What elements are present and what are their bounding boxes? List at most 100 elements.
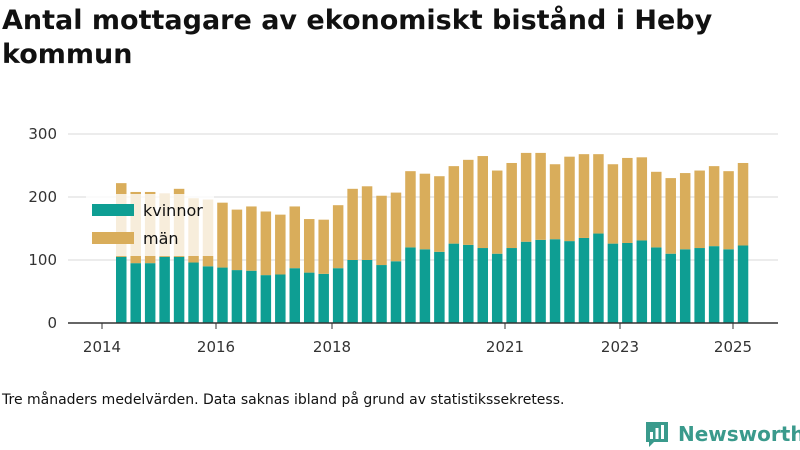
- bar-man: [593, 154, 604, 234]
- x-tick-label: 2014: [83, 338, 121, 356]
- bar-kvinnor: [622, 242, 633, 323]
- bar-man: [419, 173, 431, 250]
- bar-kvinnor: [159, 256, 170, 323]
- x-tick-label: 2025: [714, 338, 752, 356]
- bar-kvinnor: [491, 253, 503, 323]
- bar-man: [622, 157, 633, 243]
- bar-kvinnor: [607, 243, 619, 323]
- bar-man: [549, 164, 561, 240]
- bar-man: [231, 209, 243, 271]
- bar-man: [607, 164, 619, 244]
- x-tick-label: 2023: [601, 338, 639, 356]
- bar-kvinnor: [318, 273, 329, 323]
- bar-man: [289, 206, 301, 269]
- bar-man: [246, 206, 257, 271]
- footnote: Tre månaders medelvärden. Data saknas ib…: [2, 392, 565, 408]
- bar-man: [347, 188, 358, 260]
- bar-kvinnor: [405, 247, 416, 323]
- x-tick-label: 2021: [486, 338, 524, 356]
- y-tick-label: 300: [28, 125, 57, 143]
- bar-man: [708, 166, 720, 247]
- bar-man: [477, 156, 488, 249]
- bar-kvinnor: [202, 266, 214, 323]
- bar-man: [260, 211, 272, 276]
- bar-chart-logo-icon: [646, 422, 668, 447]
- legend: kvinnor män: [86, 194, 214, 256]
- bar-kvinnor: [144, 263, 156, 323]
- bar-man: [651, 171, 662, 248]
- bar-man: [448, 166, 460, 244]
- legend-swatch-man: [92, 232, 134, 244]
- bar-kvinnor: [665, 253, 676, 323]
- legend-swatch-kvinnor: [92, 204, 134, 216]
- bar-man: [463, 159, 474, 245]
- bar-kvinnor: [130, 263, 141, 323]
- bar-kvinnor: [578, 237, 590, 323]
- axes: 0 100 200 300 2014 2016 2018 2021 2023 2025: [28, 125, 778, 356]
- bar-kvinnor: [651, 247, 662, 323]
- y-tick-label: 0: [47, 314, 57, 332]
- bar-kvinnor: [593, 233, 604, 323]
- bar-kvinnor: [260, 275, 272, 323]
- bar-kvinnor: [332, 268, 344, 323]
- bar-kvinnor: [448, 243, 460, 323]
- bar-kvinnor: [636, 240, 648, 323]
- y-tick-label: 100: [28, 251, 57, 269]
- bar-man: [318, 219, 329, 274]
- x-tick-label: 2018: [313, 338, 351, 356]
- bar-kvinnor: [520, 241, 532, 323]
- bar-kvinnor: [188, 262, 199, 323]
- bar-man: [520, 152, 532, 242]
- bar-man: [390, 192, 402, 262]
- bar-kvinnor: [303, 272, 315, 323]
- bar-man: [303, 219, 315, 273]
- bar-kvinnor: [434, 251, 445, 323]
- bar-man: [332, 205, 344, 269]
- bar-kvinnor: [549, 239, 561, 323]
- bar-man: [694, 170, 705, 249]
- bar-kvinnor: [419, 249, 431, 323]
- bar-kvinnor: [679, 249, 691, 323]
- bar-kvinnor: [737, 245, 749, 323]
- bar-man: [737, 162, 749, 246]
- bar-man: [723, 171, 734, 250]
- bar-man: [491, 170, 503, 254]
- bar-man: [564, 156, 575, 242]
- bar-kvinnor: [217, 267, 228, 323]
- bar-man: [636, 157, 648, 241]
- legend-label-man: män: [143, 229, 179, 248]
- newsworthy-logo[interactable]: Newsworthy: [644, 420, 800, 448]
- bar-kvinnor: [463, 244, 474, 323]
- bar-man: [665, 178, 676, 254]
- bar-kvinnor: [231, 270, 243, 323]
- y-tick-label: 200: [28, 188, 57, 206]
- bar-kvinnor: [694, 248, 705, 323]
- bar-kvinnor: [477, 248, 488, 323]
- bar-kvinnor: [173, 256, 185, 323]
- bar-kvinnor: [289, 268, 301, 323]
- bar-kvinnor: [361, 260, 373, 323]
- bar-kvinnor: [506, 248, 517, 323]
- legend-label-kvinnor: kvinnor: [143, 201, 203, 220]
- bar-man: [376, 195, 387, 266]
- bar-kvinnor: [275, 274, 286, 323]
- bar-man: [535, 152, 546, 240]
- bar-man: [361, 186, 373, 260]
- bar-kvinnor: [564, 241, 575, 323]
- bar-kvinnor: [376, 265, 387, 323]
- chart-title: Antal mottagare av ekonomiskt bistånd i …: [2, 5, 713, 70]
- bar-kvinnor: [708, 246, 720, 323]
- x-tick-label: 2016: [197, 338, 235, 356]
- bar-kvinnor: [535, 239, 546, 323]
- bar-man: [275, 214, 286, 275]
- bar-man: [405, 171, 416, 248]
- bar-man: [679, 173, 691, 250]
- bar-man: [217, 202, 228, 268]
- bar-kvinnor: [390, 261, 402, 323]
- bar-kvinnor: [116, 256, 127, 323]
- bar-man: [578, 154, 590, 238]
- bar-kvinnor: [723, 249, 734, 323]
- bar-kvinnor: [246, 270, 257, 323]
- bar-kvinnor: [347, 260, 358, 323]
